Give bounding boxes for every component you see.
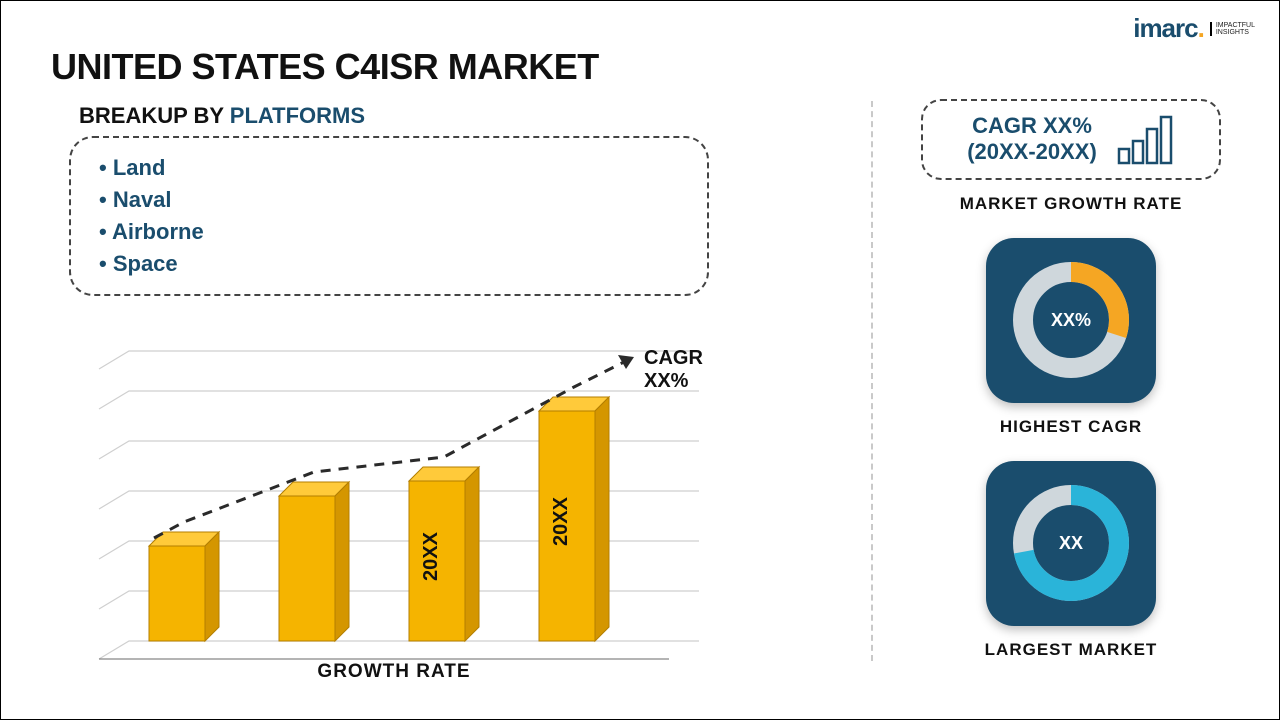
cagr-text: CAGR XX% (20XX-20XX) <box>967 113 1097 166</box>
vertical-divider <box>871 101 873 661</box>
platform-item: Land <box>99 152 679 184</box>
right-column: CAGR XX% (20XX-20XX) MARKET GROWTH RATE … <box>901 99 1241 660</box>
highest-cagr-card: XX% <box>986 238 1156 403</box>
chart-svg: 20XX 20XX <box>69 321 719 681</box>
brand-logo: imarc. IMPACTFUL INSIGHTS <box>1133 13 1255 44</box>
donut-largest-value: XX <box>1059 533 1083 554</box>
largest-market-card: XX <box>986 461 1156 626</box>
largest-market-label: LARGEST MARKET <box>985 640 1158 660</box>
chart-xlabel: GROWTH RATE <box>317 661 470 683</box>
growth-rate-label: MARKET GROWTH RATE <box>960 194 1183 214</box>
logo-text: imarc. <box>1133 13 1204 44</box>
breakup-title: BREAKUP BY PLATFORMS <box>79 103 365 129</box>
svg-text:20XX: 20XX <box>550 496 572 546</box>
donut-highest-value: XX% <box>1051 310 1091 331</box>
cagr-annotation: CAGR XX% <box>644 347 719 393</box>
cagr-box: CAGR XX% (20XX-20XX) <box>921 99 1221 180</box>
platform-item: Airborne <box>99 216 679 248</box>
platform-item: Naval <box>99 184 679 216</box>
page-title: UNITED STATES C4ISR MARKET <box>51 46 599 88</box>
platform-list: LandNavalAirborneSpace <box>99 152 679 280</box>
logo-tagline: IMPACTFUL INSIGHTS <box>1210 22 1255 36</box>
platform-item: Space <box>99 248 679 280</box>
svg-text:20XX: 20XX <box>420 531 442 581</box>
growth-chart: 20XX 20XX GROWTH RATE CAGR XX% <box>69 321 719 681</box>
highest-cagr-label: HIGHEST CAGR <box>1000 417 1142 437</box>
growth-icon <box>1115 113 1175 165</box>
platforms-box: LandNavalAirborneSpace <box>69 136 709 296</box>
